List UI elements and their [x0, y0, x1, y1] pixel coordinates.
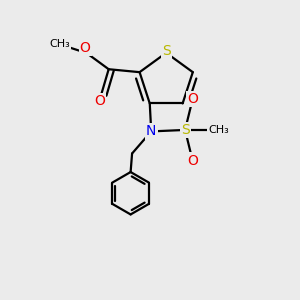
Text: CH₃: CH₃ [208, 125, 229, 135]
Text: S: S [162, 44, 171, 58]
Text: O: O [187, 154, 198, 168]
Text: CH₃: CH₃ [50, 39, 70, 49]
Text: N: N [146, 124, 156, 138]
Text: O: O [187, 92, 198, 106]
Text: S: S [181, 123, 190, 137]
Text: O: O [94, 94, 105, 108]
Text: O: O [80, 41, 91, 55]
